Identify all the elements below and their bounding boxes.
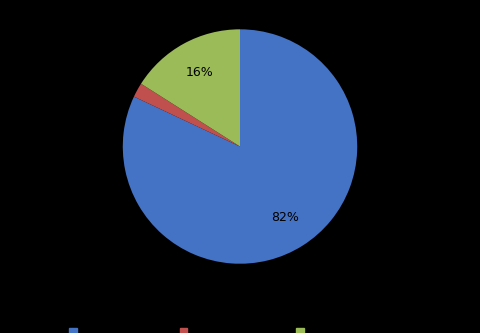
Text: 16%: 16% [185,66,213,79]
Wedge shape [123,29,357,264]
Wedge shape [141,29,240,147]
Text: 82%: 82% [271,211,299,224]
Legend: Wages & Salaries, Employee Benefits, Operating Expenses: Wages & Salaries, Employee Benefits, Ope… [66,323,414,333]
Wedge shape [134,84,240,147]
